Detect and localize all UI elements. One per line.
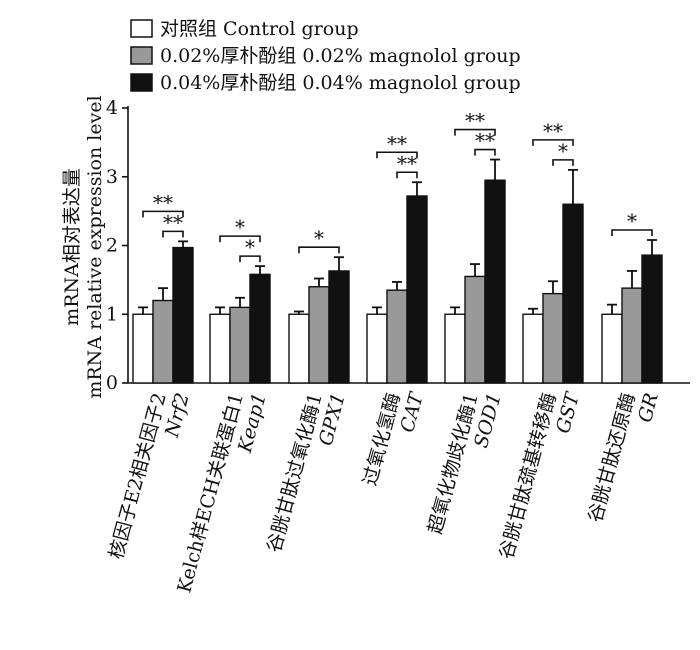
bar [386,289,408,384]
x-label-cn: 过氧化氢酶 [359,391,405,488]
significance-label: ** [465,109,485,133]
y-axis-title-cn: mRNA相对表达量 [61,168,83,326]
y-axis-title: mRNA相对表达量 mRNA relative expression level [61,95,106,398]
significance-label: ** [163,210,183,234]
x-label-gene: GR [634,391,663,425]
significance-bracket [162,230,184,238]
bar [464,275,486,384]
significance-bracket [474,148,496,156]
bar [132,313,154,384]
significance-label: ** [397,151,417,175]
significance-bracket [376,151,418,159]
y-tick-label: 2 [106,235,118,257]
y-tick-label: 4 [106,97,118,119]
bars [132,158,663,384]
bar [288,313,310,384]
significance-label: * [627,209,637,233]
legend: 对照组 Control group 0.02%厚朴酚组 0.02% magnolo… [130,18,521,94]
bar [172,246,194,384]
x-label-cn: 超氧化物歧化酶1 [424,391,483,537]
significance-label: ** [475,129,495,153]
significance-bracket [454,128,496,136]
y-tick-label: 0 [106,372,118,394]
bar [249,273,271,384]
bar [366,313,388,384]
significance-bracket [532,139,574,146]
bar [308,286,330,384]
bar [229,306,251,384]
x-label-cn: 谷胱甘肽巯基转移酶 [495,391,561,562]
bar [328,270,350,384]
significance-bracket [239,255,261,263]
y-tick-label: 1 [106,303,118,325]
bar [641,254,663,384]
significance-bracket [298,246,340,254]
significance-bracket [611,229,653,236]
legend-swatch [130,46,153,65]
bar [406,195,428,384]
bar [209,313,231,384]
bar [152,299,174,384]
significance-bracket [552,159,574,166]
x-label-cn: 谷胱甘肽过氧化酶1 [263,391,327,555]
significance-bracket [396,171,418,179]
significance-label: * [314,226,324,250]
legend-label: 0.02%厚朴酚组 0.02% magnolol group [160,45,521,67]
significance-bracket [219,235,261,243]
legend-label: 0.04%厚朴酚组 0.04% magnolol group [160,72,521,94]
bar [484,179,506,384]
significance-markers: ****** ***** ******** [142,109,653,263]
bar [522,313,544,384]
significance-label: * [245,235,255,259]
bar [542,292,564,384]
x-label-cn: 核因子E2相关因子2 [105,391,171,562]
legend-label: 对照组 Control group [160,18,359,40]
bar [444,313,466,384]
bar [621,287,643,384]
y-axis-title-en: mRNA relative expression level [84,95,106,398]
significance-label: ** [387,131,407,155]
bar [601,313,623,384]
y-tick-label: 3 [106,166,118,188]
x-label-cn: 谷胱甘肽还原酶 [584,391,640,525]
significance-label: ** [153,190,173,214]
bar [562,203,584,384]
significance-label: ** [543,119,563,143]
legend-swatch [130,73,153,92]
significance-label: * [558,139,568,163]
significance-bracket [142,210,184,218]
legend-swatch [130,19,153,38]
x-axis-labels: 核因子E2相关因子2Nrf2Kelch样ECH关联蛋白1Keap1谷胱甘肽过氧化… [105,389,663,595]
significance-label: * [235,215,245,239]
